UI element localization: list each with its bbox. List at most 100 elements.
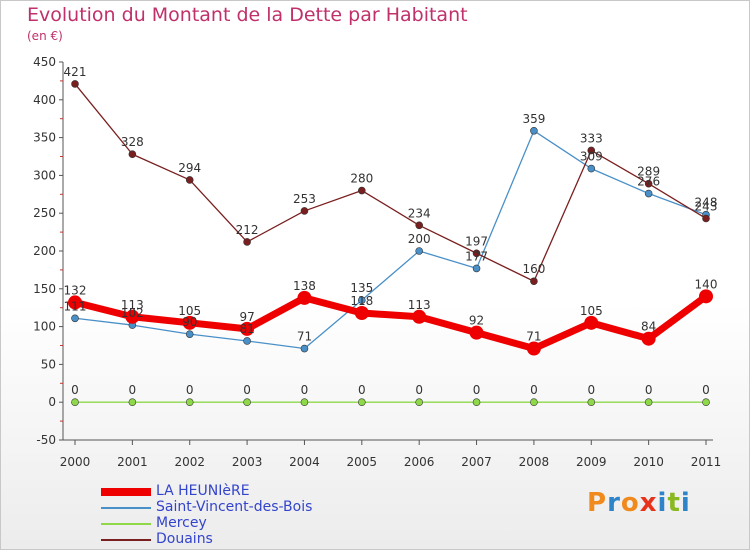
data-point-saint-vincent [185, 330, 194, 338]
x-tick-label: 2006 [404, 455, 435, 469]
data-point-saint-vincent [530, 126, 538, 135]
x-tick-label: 2008 [519, 455, 550, 469]
legend-item-mercey: Mercey [101, 515, 401, 532]
data-point-douains [415, 221, 423, 230]
x-tick-label: 2011 [691, 455, 722, 469]
data-label-mercey: 0 [645, 383, 653, 397]
data-label-douains: 280 [350, 172, 373, 186]
series-line-douains [74, 83, 707, 282]
data-label-mercey: 0 [129, 383, 137, 397]
x-tick-label: 2009 [576, 455, 607, 469]
data-label-la-heuniere: 118 [350, 294, 373, 308]
legend-swatch-la-heuniere [101, 488, 151, 496]
data-point-douains [243, 238, 251, 246]
legend-label-mercey: Mercey [156, 515, 207, 531]
legend-item-la-heuniere: LA HEUNIèRE [101, 483, 401, 500]
data-label-mercey: 0 [301, 383, 309, 397]
y-tick-label: 400 [33, 93, 56, 107]
data-point-douains [71, 80, 79, 88]
data-point-la-heuniere [125, 309, 140, 324]
data-label-saint-vincent: 102 [121, 306, 144, 320]
data-label-saint-vincent: 276 [637, 175, 660, 189]
data-label-mercey: 0 [71, 383, 79, 397]
data-point-douains [587, 146, 596, 155]
data-label-saint-vincent: 248 [695, 196, 718, 210]
legend-label-la-heuniere: LA HEUNIèRE [156, 483, 250, 499]
data-point-mercey [415, 398, 423, 407]
y-tick-label: 100 [33, 320, 56, 334]
data-point-mercey [702, 398, 710, 407]
data-label-saint-vincent: 200 [408, 232, 431, 246]
data-label-la-heuniere: 138 [293, 279, 316, 293]
data-point-mercey [358, 398, 366, 407]
data-point-la-heuniere [68, 295, 82, 310]
x-tick-label: 2005 [347, 455, 378, 469]
data-point-la-heuniere [584, 315, 599, 330]
logo-letter: P [587, 488, 608, 518]
data-point-mercey [644, 398, 653, 407]
data-label-douains: 234 [408, 206, 431, 220]
data-point-douains [185, 176, 194, 184]
x-tick-label: 2000 [60, 455, 91, 469]
data-label-mercey: 0 [415, 383, 423, 397]
data-point-saint-vincent [587, 164, 596, 173]
data-point-saint-vincent [71, 314, 79, 323]
data-label-douains: 212 [236, 223, 259, 237]
data-point-mercey [300, 398, 309, 407]
proxiti-logo: Proxiti [587, 488, 691, 518]
data-point-saint-vincent [472, 264, 481, 273]
logo-letter: t [667, 488, 681, 518]
data-label-saint-vincent: 90 [182, 315, 197, 329]
data-label-mercey: 0 [473, 383, 481, 397]
data-label-la-heuniere: 105 [580, 304, 603, 318]
legend-label-saint-vincent: Saint-Vincent-des-Bois [156, 499, 313, 515]
data-point-douains [702, 214, 710, 223]
legend-label-douains: Douains [156, 531, 213, 547]
data-label-douains: 333 [580, 131, 603, 145]
data-label-la-heuniere: 92 [469, 314, 484, 328]
legend-swatch-saint-vincent [101, 507, 151, 509]
logo-letter: i [657, 488, 668, 518]
data-label-la-heuniere: 132 [64, 283, 87, 297]
y-tick-label: -50 [36, 433, 56, 447]
data-point-la-heuniere [641, 331, 656, 346]
data-point-la-heuniere [240, 321, 255, 336]
data-label-la-heuniere: 140 [695, 277, 718, 291]
data-point-saint-vincent [300, 344, 309, 353]
data-label-mercey: 0 [530, 383, 538, 397]
data-label-la-heuniere: 113 [121, 298, 144, 312]
data-label-saint-vincent: 71 [297, 330, 312, 344]
data-label-mercey: 0 [358, 383, 366, 397]
data-point-mercey [128, 398, 137, 407]
y-tick-label: 250 [33, 206, 56, 220]
y-tick-label: 0 [48, 395, 56, 409]
data-point-la-heuniere [469, 325, 484, 340]
data-point-la-heuniere [182, 315, 197, 330]
data-label-douains: 328 [121, 135, 144, 149]
data-label-mercey: 0 [186, 383, 194, 397]
data-point-douains [644, 179, 653, 188]
data-point-mercey [472, 398, 481, 407]
logo-letter: x [639, 488, 658, 518]
x-tick-label: 2001 [117, 455, 148, 469]
data-point-douains [358, 186, 366, 195]
data-point-la-heuniere [297, 290, 312, 305]
legend: LA HEUNIèRE Saint-Vincent-des-Bois Merce… [101, 483, 401, 548]
data-label-mercey: 0 [587, 383, 595, 397]
data-point-saint-vincent [243, 337, 251, 345]
data-point-mercey [530, 398, 538, 407]
data-point-mercey [185, 398, 194, 407]
data-label-la-heuniere: 105 [178, 304, 201, 318]
y-tick-label: 50 [41, 357, 56, 371]
x-tick-label: 2003 [232, 455, 263, 469]
data-point-la-heuniere [526, 341, 541, 356]
y-tick-label: 300 [33, 168, 56, 182]
data-point-douains [300, 207, 309, 215]
y-tick-label: 150 [33, 282, 56, 296]
data-label-la-heuniere: 71 [526, 330, 541, 344]
legend-swatch-douains [101, 539, 151, 541]
data-label-douains: 243 [695, 199, 718, 213]
data-label-douains: 294 [178, 161, 201, 175]
data-point-saint-vincent [358, 296, 366, 304]
